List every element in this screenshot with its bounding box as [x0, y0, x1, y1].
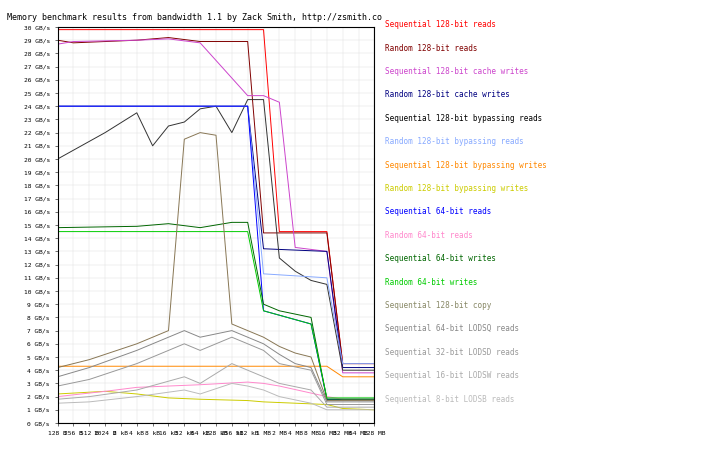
- Text: Sequential 64-bit LODSQ reads: Sequential 64-bit LODSQ reads: [385, 324, 519, 333]
- Text: Random 128-bit bypassing writes: Random 128-bit bypassing writes: [385, 184, 528, 193]
- Text: Sequential 128-bit reads: Sequential 128-bit reads: [385, 20, 496, 29]
- Text: Random 64-bit reads: Random 64-bit reads: [385, 231, 473, 240]
- Text: Sequential 128-bit copy: Sequential 128-bit copy: [385, 301, 492, 310]
- Text: Sequential 64-bit reads: Sequential 64-bit reads: [385, 207, 492, 216]
- Text: Sequential 128-bit cache writes: Sequential 128-bit cache writes: [385, 67, 528, 76]
- Text: Sequential 8-bit LODSB reads: Sequential 8-bit LODSB reads: [385, 395, 515, 404]
- Text: Random 128-bit bypassing reads: Random 128-bit bypassing reads: [385, 137, 524, 146]
- Text: Random 128-bit reads: Random 128-bit reads: [385, 44, 477, 53]
- Text: Random 128-bit cache writes: Random 128-bit cache writes: [385, 90, 510, 99]
- Text: Sequential 16-bit LODSW reads: Sequential 16-bit LODSW reads: [385, 371, 519, 380]
- Text: Sequential 64-bit writes: Sequential 64-bit writes: [385, 254, 496, 263]
- Text: Sequential 128-bit bypassing reads: Sequential 128-bit bypassing reads: [385, 114, 542, 123]
- Text: Memory benchmark results from bandwidth 1.1 by Zack Smith, http://zsmith.co: Memory benchmark results from bandwidth …: [7, 14, 382, 22]
- Text: Sequential 128-bit bypassing writes: Sequential 128-bit bypassing writes: [385, 161, 547, 170]
- Text: Sequential 32-bit LODSD reads: Sequential 32-bit LODSD reads: [385, 348, 519, 357]
- Text: Random 64-bit writes: Random 64-bit writes: [385, 278, 477, 287]
